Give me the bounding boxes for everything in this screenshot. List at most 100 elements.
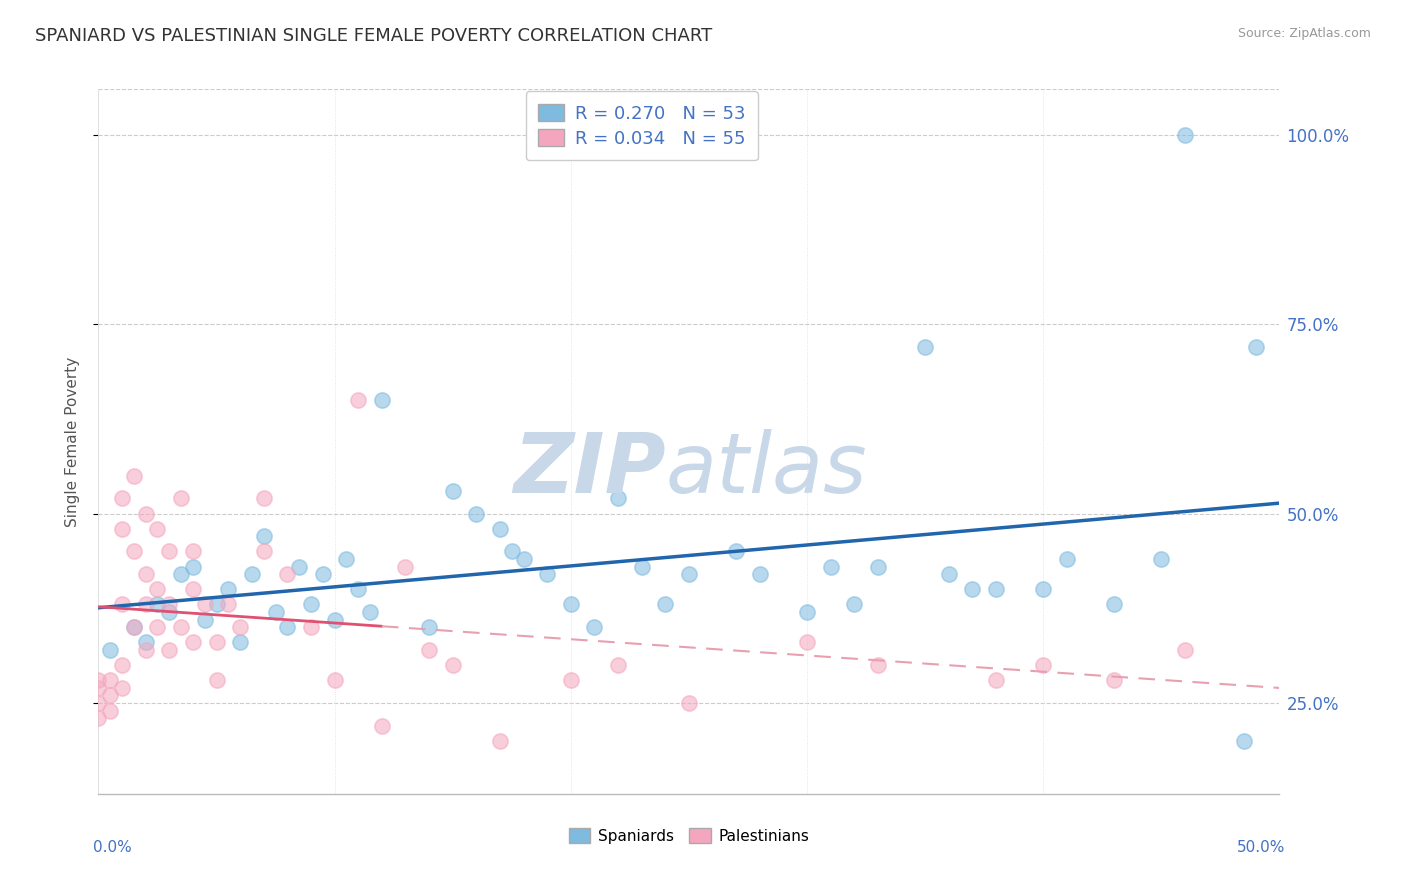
- Point: [984, 673, 1007, 688]
- Point: [371, 392, 394, 407]
- Point: [1233, 734, 1256, 748]
- Point: [962, 582, 984, 597]
- Point: [157, 643, 180, 657]
- Point: [87, 711, 110, 725]
- Point: [253, 491, 276, 506]
- Point: [288, 559, 311, 574]
- Point: [678, 567, 700, 582]
- Point: [465, 507, 488, 521]
- Point: [914, 340, 936, 354]
- Point: [194, 613, 217, 627]
- Point: [984, 582, 1007, 597]
- Point: [181, 635, 204, 649]
- Point: [87, 696, 110, 710]
- Point: [229, 635, 252, 649]
- Point: [194, 598, 217, 612]
- Point: [866, 559, 889, 574]
- Point: [1174, 643, 1197, 657]
- Point: [135, 635, 157, 649]
- Point: [181, 544, 204, 558]
- Point: [157, 605, 180, 619]
- Text: SPANIARD VS PALESTINIAN SINGLE FEMALE POVERTY CORRELATION CHART: SPANIARD VS PALESTINIAN SINGLE FEMALE PO…: [35, 27, 713, 45]
- Point: [205, 635, 228, 649]
- Point: [844, 598, 866, 612]
- Point: [217, 598, 239, 612]
- Point: [1174, 128, 1197, 142]
- Point: [229, 620, 252, 634]
- Point: [489, 734, 512, 748]
- Point: [276, 567, 298, 582]
- Point: [560, 598, 582, 612]
- Point: [560, 673, 582, 688]
- Point: [111, 658, 134, 673]
- Point: [607, 491, 630, 506]
- Point: [87, 681, 110, 695]
- Point: [725, 544, 748, 558]
- Point: [418, 620, 440, 634]
- Point: [181, 559, 204, 574]
- Point: [170, 620, 193, 634]
- Point: [359, 605, 381, 619]
- Point: [748, 567, 770, 582]
- Point: [240, 567, 263, 582]
- Point: [253, 529, 276, 543]
- Point: [122, 468, 145, 483]
- Point: [512, 552, 534, 566]
- Point: [111, 681, 134, 695]
- Point: [135, 507, 157, 521]
- Point: [135, 567, 157, 582]
- Point: [347, 392, 370, 407]
- Point: [678, 696, 700, 710]
- Point: [253, 544, 276, 558]
- Point: [323, 613, 346, 627]
- Point: [111, 491, 134, 506]
- Text: Source: ZipAtlas.com: Source: ZipAtlas.com: [1237, 27, 1371, 40]
- Point: [1102, 598, 1125, 612]
- Text: 50.0%: 50.0%: [1237, 839, 1285, 855]
- Point: [205, 673, 228, 688]
- Point: [441, 483, 464, 498]
- Point: [146, 522, 169, 536]
- Point: [1032, 582, 1054, 597]
- Point: [866, 658, 889, 673]
- Point: [98, 689, 121, 703]
- Point: [111, 522, 134, 536]
- Point: [418, 643, 440, 657]
- Point: [312, 567, 335, 582]
- Point: [489, 522, 512, 536]
- Point: [122, 544, 145, 558]
- Point: [276, 620, 298, 634]
- Point: [796, 635, 818, 649]
- Point: [170, 567, 193, 582]
- Point: [146, 620, 169, 634]
- Point: [135, 598, 157, 612]
- Point: [98, 643, 121, 657]
- Point: [157, 598, 180, 612]
- Point: [87, 673, 110, 688]
- Point: [98, 673, 121, 688]
- Text: ZIP: ZIP: [513, 429, 665, 510]
- Point: [135, 643, 157, 657]
- Point: [347, 582, 370, 597]
- Point: [1032, 658, 1054, 673]
- Point: [583, 620, 606, 634]
- Point: [299, 620, 322, 634]
- Point: [796, 605, 818, 619]
- Point: [1244, 340, 1267, 354]
- Point: [323, 673, 346, 688]
- Point: [938, 567, 960, 582]
- Point: [205, 598, 228, 612]
- Point: [217, 582, 239, 597]
- Point: [264, 605, 287, 619]
- Point: [1102, 673, 1125, 688]
- Point: [299, 598, 322, 612]
- Y-axis label: Single Female Poverty: Single Female Poverty: [65, 357, 80, 526]
- Point: [170, 491, 193, 506]
- Point: [157, 544, 180, 558]
- Text: 0.0%: 0.0%: [93, 839, 131, 855]
- Point: [335, 552, 357, 566]
- Point: [122, 620, 145, 634]
- Point: [122, 620, 145, 634]
- Point: [630, 559, 652, 574]
- Point: [820, 559, 842, 574]
